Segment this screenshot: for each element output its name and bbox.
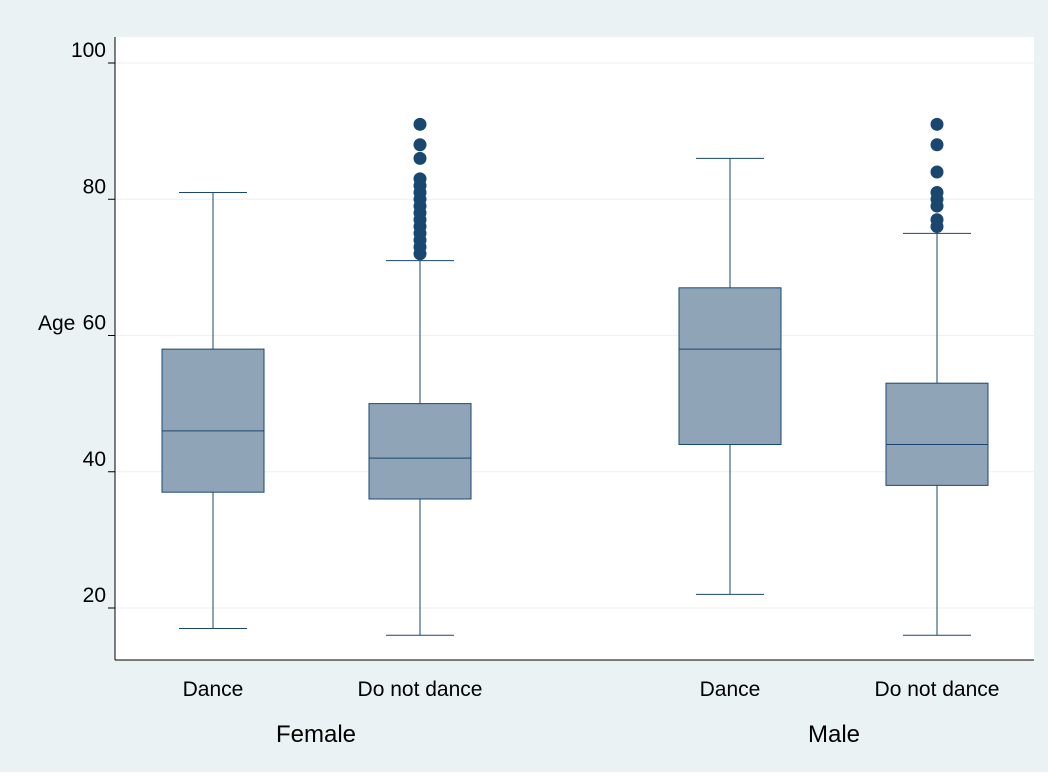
x-tick-label-0: Dance (183, 678, 244, 701)
grid-lines (115, 62, 1034, 609)
box-male-dance (678, 157, 782, 595)
y-tick-label-40: 40 (83, 448, 106, 471)
iqr-box (161, 348, 265, 493)
box-series (161, 117, 989, 636)
outlier-point (930, 138, 944, 152)
outlier-point (930, 213, 944, 227)
outlier-point (413, 151, 427, 165)
outlier-point (930, 185, 944, 199)
y-axis-label: Age (38, 312, 75, 335)
y-tick-label-20: 20 (83, 584, 106, 607)
y-tick-label-100: 100 (71, 39, 106, 62)
box-female-dance (161, 191, 265, 629)
outlier-point (930, 117, 944, 131)
iqr-box (368, 403, 472, 500)
outlier-point (413, 172, 427, 186)
plot-area (115, 37, 1034, 660)
iqr-box (678, 287, 782, 445)
y-tick-label-80: 80 (83, 175, 106, 198)
box-male-do-not-dance (885, 117, 989, 636)
x-tick-label-1: Do not dance (358, 678, 483, 701)
outlier-point (413, 138, 427, 152)
box-female-do-not-dance (368, 117, 472, 636)
x-tick-label-3: Do not dance (875, 678, 1000, 701)
y-axis: 20 40 60 80 100 (71, 37, 1034, 661)
y-tick-label-60: 60 (83, 312, 106, 335)
group-label-1: Male (808, 721, 860, 748)
x-tick-label-2: Dance (700, 678, 761, 701)
outlier-point (930, 165, 944, 179)
iqr-box (885, 382, 989, 486)
outlier-point (413, 117, 427, 131)
group-label-0: Female (276, 721, 356, 748)
